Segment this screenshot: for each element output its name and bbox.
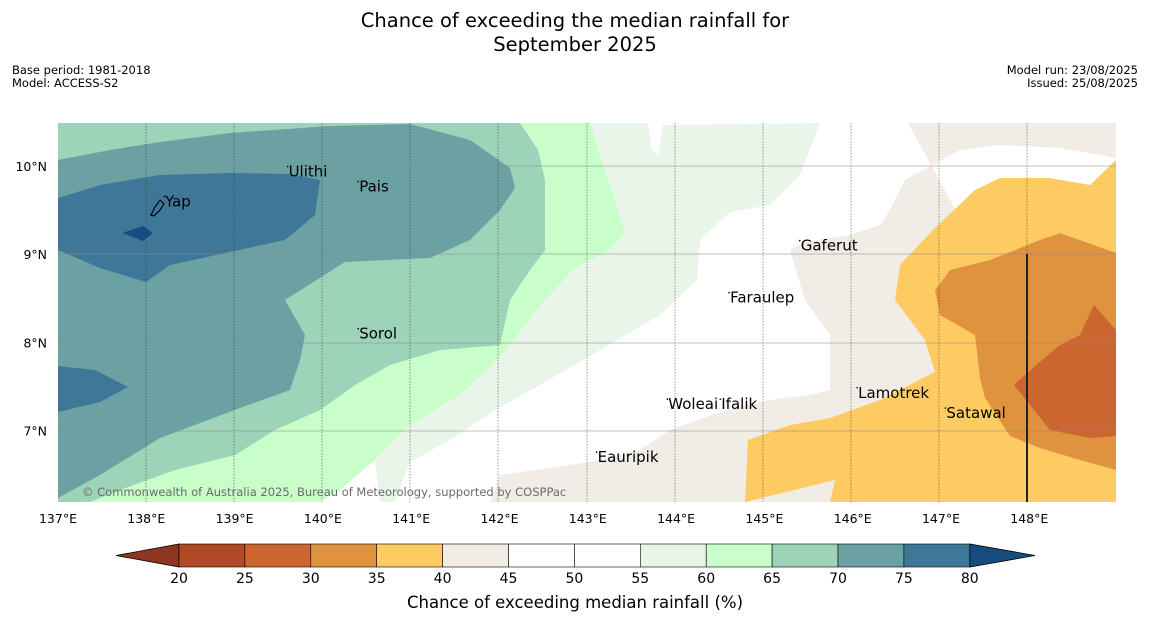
colorbar-tick-label: 35 <box>368 571 386 587</box>
place-marker <box>944 407 947 409</box>
place-marker <box>856 386 858 389</box>
place-label-woleai: Woleai <box>668 395 718 413</box>
lon-tick-label: 144°E <box>657 511 695 526</box>
colorbar-tick-label: 45 <box>500 571 518 587</box>
title-line-1: Chance of exceeding the median rainfall … <box>360 9 790 32</box>
colorbar-segment <box>376 543 443 568</box>
place-marker <box>666 398 669 401</box>
contour-over-80 <box>122 226 153 241</box>
lon-tick-label: 138°E <box>127 511 165 526</box>
place-marker <box>719 398 722 401</box>
lon-tick-label: 145°E <box>745 511 783 526</box>
lat-tick-label: 10°N <box>15 159 47 174</box>
place-marker <box>728 291 730 294</box>
place-marker <box>286 165 289 168</box>
place-labels: Yap Ulithi Pais Gaferut Faraulep Sorol Lamotre… <box>163 163 1006 466</box>
lon-tick-label: 146°E <box>834 511 872 526</box>
metadata-left: Base period: 1981-2018 Model: ACCESS-S2 <box>12 64 151 90</box>
metadata-right: Model run: 23/08/2025 Issued: 25/08/2025 <box>1007 64 1138 90</box>
place-label-ulithi: Ulithi <box>289 163 328 181</box>
contour-25-30 <box>1014 305 1116 438</box>
colorbar-tick-label: 60 <box>697 571 715 587</box>
lat-tick-label: 9°N <box>23 247 47 262</box>
copyright-text: © Commonwealth of Australia 2025, Bureau… <box>82 485 566 499</box>
lon-tick-label: 137°E <box>39 511 77 526</box>
issued-date: Issued: 25/08/2025 <box>1027 76 1138 90</box>
colorbar-segment <box>574 543 641 568</box>
colorbar-tick-label: 80 <box>961 571 979 587</box>
latitude-gridlines <box>58 165 1116 432</box>
longitude-labels: 137°E 138°E 139°E 140°E 141°E 142°E 143°E 144°E… <box>39 511 1048 526</box>
colorbar-segment <box>178 543 246 568</box>
colorbar-tick-label: 55 <box>631 571 649 587</box>
lon-tick-label: 143°E <box>569 511 607 526</box>
colorbar: 20 25 30 35 40 45 50 55 60 65 70 75 80 <box>115 543 1036 587</box>
colorbar-tick-label: 25 <box>236 571 254 587</box>
colorbar-segment <box>442 543 509 568</box>
place-label-gaferut: Gaferut <box>801 237 858 255</box>
latitude-labels: 10°N 9°N 8°N 7°N <box>15 159 47 438</box>
colorbar-segment <box>244 543 312 568</box>
model-name: Model: ACCESS-S2 <box>12 76 119 90</box>
colorbar-segment <box>771 543 839 568</box>
place-marker <box>595 451 598 453</box>
colorbar-tick-label: 40 <box>434 571 452 587</box>
colorbar-segment <box>508 543 575 568</box>
contour-75-80-south <box>58 366 128 412</box>
place-label-faraulep: Faraulep <box>730 289 794 307</box>
colorbar-under-arrow <box>115 543 180 568</box>
colorbar-tick-label: 65 <box>763 571 781 587</box>
colorbar-segment <box>705 543 773 568</box>
place-label-pais: Pais <box>359 178 389 196</box>
contour-55-60 <box>375 123 820 502</box>
colorbar-tick-label: 30 <box>302 571 320 587</box>
yap-island-shape <box>150 199 165 217</box>
contour-75-80-north <box>58 173 320 282</box>
place-label-eauripik: Eauripik <box>598 448 659 466</box>
base-period: Base period: 1981-2018 <box>12 63 151 77</box>
colorbar-segment <box>310 543 377 568</box>
place-marker <box>357 180 360 183</box>
title-line-2: September 2025 <box>493 33 657 56</box>
model-run: Model run: 23/08/2025 <box>1006 63 1138 77</box>
place-marker <box>798 239 801 242</box>
lon-tick-label: 147°E <box>922 511 960 526</box>
place-label-lamotrek: Lamotrek <box>858 384 929 402</box>
colorbar-tick-label: 20 <box>170 571 188 587</box>
lon-tick-label: 140°E <box>304 511 342 526</box>
place-marker <box>357 327 360 330</box>
place-label-satawal: Satawal <box>946 404 1005 422</box>
lon-tick-label: 142°E <box>480 511 518 526</box>
lon-tick-label: 148°E <box>1010 511 1048 526</box>
colorbar-segment <box>639 543 707 568</box>
place-label-sorol: Sorol <box>359 325 397 343</box>
lon-tick-label: 141°E <box>392 511 430 526</box>
colorbar-tick-label: 50 <box>565 571 583 587</box>
colorbar-over-arrow <box>969 543 1036 568</box>
colorbar-segment <box>837 543 905 568</box>
colorbar-tick-label: 70 <box>829 571 847 587</box>
place-label-ifalik: Ifalik <box>721 395 757 413</box>
colorbar-title: Chance of exceeding median rainfall (%) <box>406 593 744 612</box>
map-title: Chance of exceeding the median rainfall … <box>0 9 1150 57</box>
lat-tick-label: 7°N <box>23 423 47 438</box>
lon-tick-label: 139°E <box>216 511 254 526</box>
lat-tick-label: 8°N <box>23 335 47 350</box>
colorbar-tick-label: 75 <box>895 571 913 587</box>
place-marker <box>163 195 165 198</box>
colorbar-segment <box>903 543 971 568</box>
place-label-yap: Yap <box>164 192 191 210</box>
